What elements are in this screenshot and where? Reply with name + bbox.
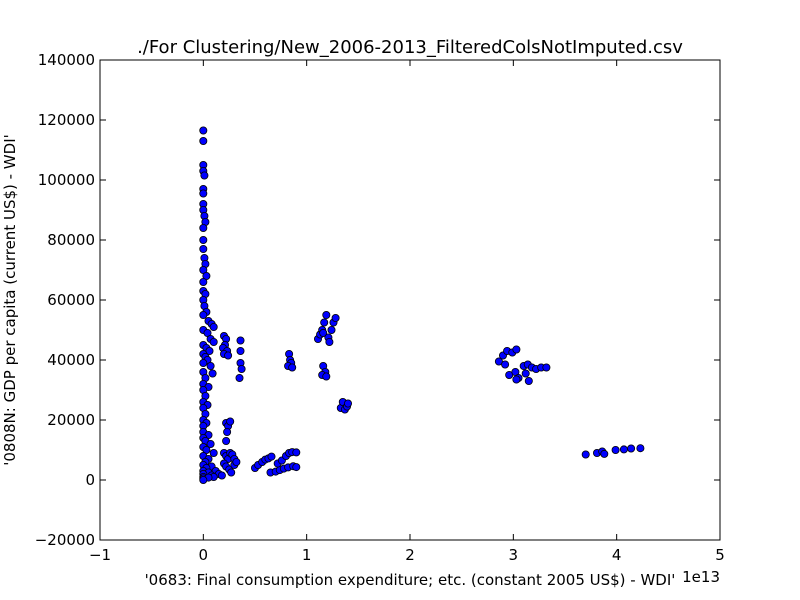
- x-tick-label: 2: [405, 546, 415, 564]
- data-point: [501, 360, 510, 369]
- data-point: [235, 373, 244, 382]
- data-point: [199, 358, 208, 367]
- data-point: [224, 351, 233, 360]
- data-point: [581, 450, 590, 459]
- y-tick-label: 80000: [47, 231, 95, 249]
- points-layer: [199, 126, 645, 484]
- data-point: [222, 436, 231, 445]
- data-point: [199, 310, 208, 319]
- data-point: [217, 471, 226, 480]
- y-tick-label: 20000: [47, 411, 95, 429]
- data-point: [619, 445, 628, 454]
- data-point: [208, 369, 217, 378]
- data-point: [199, 189, 208, 198]
- data-point: [232, 457, 241, 466]
- y-tick-label: 40000: [47, 351, 95, 369]
- data-point: [199, 136, 208, 145]
- data-point: [199, 235, 208, 244]
- data-point: [322, 372, 331, 381]
- data-point: [227, 468, 236, 477]
- data-point: [236, 346, 245, 355]
- data-point: [209, 322, 218, 331]
- data-point: [512, 375, 521, 384]
- y-tick-label: −20000: [35, 531, 95, 549]
- data-point: [199, 223, 208, 232]
- data-point: [524, 376, 533, 385]
- data-point: [206, 361, 215, 370]
- x-tick-label: 3: [509, 546, 519, 564]
- data-point: [200, 171, 209, 180]
- data-point: [331, 313, 340, 322]
- y-tick-label: 120000: [38, 111, 95, 129]
- data-point: [320, 318, 329, 327]
- data-point: [226, 417, 235, 426]
- data-point: [322, 310, 331, 319]
- data-point: [627, 444, 636, 453]
- x-axis: −1 0 1 2 3 4 5: [89, 60, 725, 564]
- data-point: [206, 439, 215, 448]
- y-tick-label: 100000: [38, 171, 95, 189]
- data-point: [636, 444, 645, 453]
- data-point: [319, 328, 328, 337]
- y-tick-label: 0: [85, 471, 95, 489]
- data-point: [292, 448, 301, 457]
- x-tick-label: 5: [715, 546, 725, 564]
- x-tick-label: 1: [302, 546, 312, 564]
- data-point: [343, 399, 352, 408]
- data-point: [236, 336, 245, 345]
- x-axis-label: '0683: Final consumption expenditure; et…: [145, 571, 676, 589]
- data-point: [325, 337, 334, 346]
- data-point: [237, 364, 246, 373]
- data-point: [199, 277, 208, 286]
- data-point: [542, 363, 551, 372]
- y-tick-label: 140000: [38, 51, 95, 69]
- y-tick-label: 60000: [47, 291, 95, 309]
- y-axis: −20000 0 20000 40000 60000 80000 100000 120000 1…: [35, 51, 720, 549]
- data-point: [611, 445, 620, 454]
- data-point: [209, 448, 218, 457]
- x-tick-label: 0: [199, 546, 209, 564]
- x-axis-offset-label: 1e13: [682, 568, 720, 586]
- data-point: [199, 475, 208, 484]
- data-point: [199, 244, 208, 253]
- data-point: [199, 126, 208, 135]
- data-point: [223, 427, 232, 436]
- x-tick-label: 4: [612, 546, 622, 564]
- data-point: [288, 363, 297, 372]
- data-point: [267, 452, 276, 461]
- chart-title: ./For Clustering/New_2006-2013_FilteredC…: [137, 37, 683, 58]
- data-point: [209, 337, 218, 346]
- data-point: [512, 345, 521, 354]
- x-tick-label: −1: [89, 546, 111, 564]
- data-point: [600, 449, 609, 458]
- data-point: [327, 325, 336, 334]
- y-axis-label: '0808N: GDP per capita (current US$) - W…: [1, 134, 19, 466]
- data-point: [521, 369, 530, 378]
- data-point: [292, 463, 301, 472]
